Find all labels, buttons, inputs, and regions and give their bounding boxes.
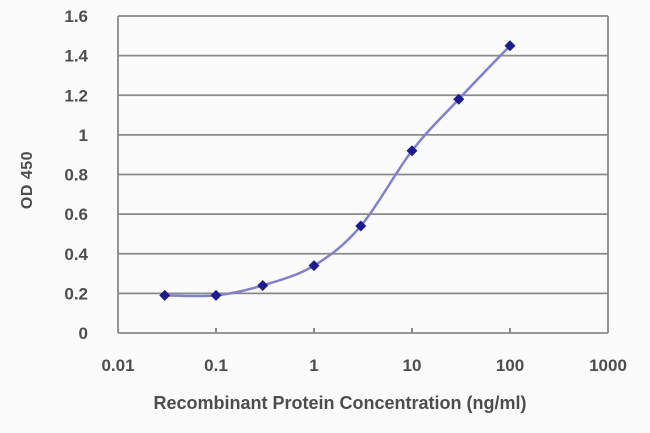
x-tick-label: 10 (403, 356, 422, 375)
data-point-marker (210, 289, 222, 301)
data-point-marker (453, 93, 465, 105)
data-point-marker (308, 260, 320, 272)
y-tick-label: 1.6 (64, 7, 88, 26)
data-point-marker (355, 220, 367, 232)
y-tick-label: 1 (79, 126, 88, 145)
data-point-marker (159, 289, 171, 301)
x-tick-label: 100 (496, 356, 524, 375)
x-axis-title: Recombinant Protein Concentration (ng/ml… (153, 393, 527, 413)
y-tick-label: 0.2 (64, 284, 88, 303)
x-tick-label: 1000 (589, 356, 627, 375)
x-tick-label: 1 (309, 356, 318, 375)
data-point-marker (257, 279, 269, 291)
x-tick-label: 0.01 (101, 356, 134, 375)
series-line (164, 44, 511, 298)
y-axis-title: OD 450 (19, 150, 36, 210)
x-tick-label: 0.1 (204, 356, 228, 375)
y-tick-label: 0.8 (64, 166, 88, 185)
y-tick-label: 0.4 (64, 245, 88, 264)
y-tick-label: 1.4 (64, 47, 88, 66)
y-tick-label: 0 (79, 324, 88, 343)
y-tick-label: 0.6 (64, 205, 88, 224)
data-point-marker (504, 40, 516, 52)
y-tick-label: 1.2 (64, 86, 88, 105)
data-point-marker (406, 145, 418, 157)
